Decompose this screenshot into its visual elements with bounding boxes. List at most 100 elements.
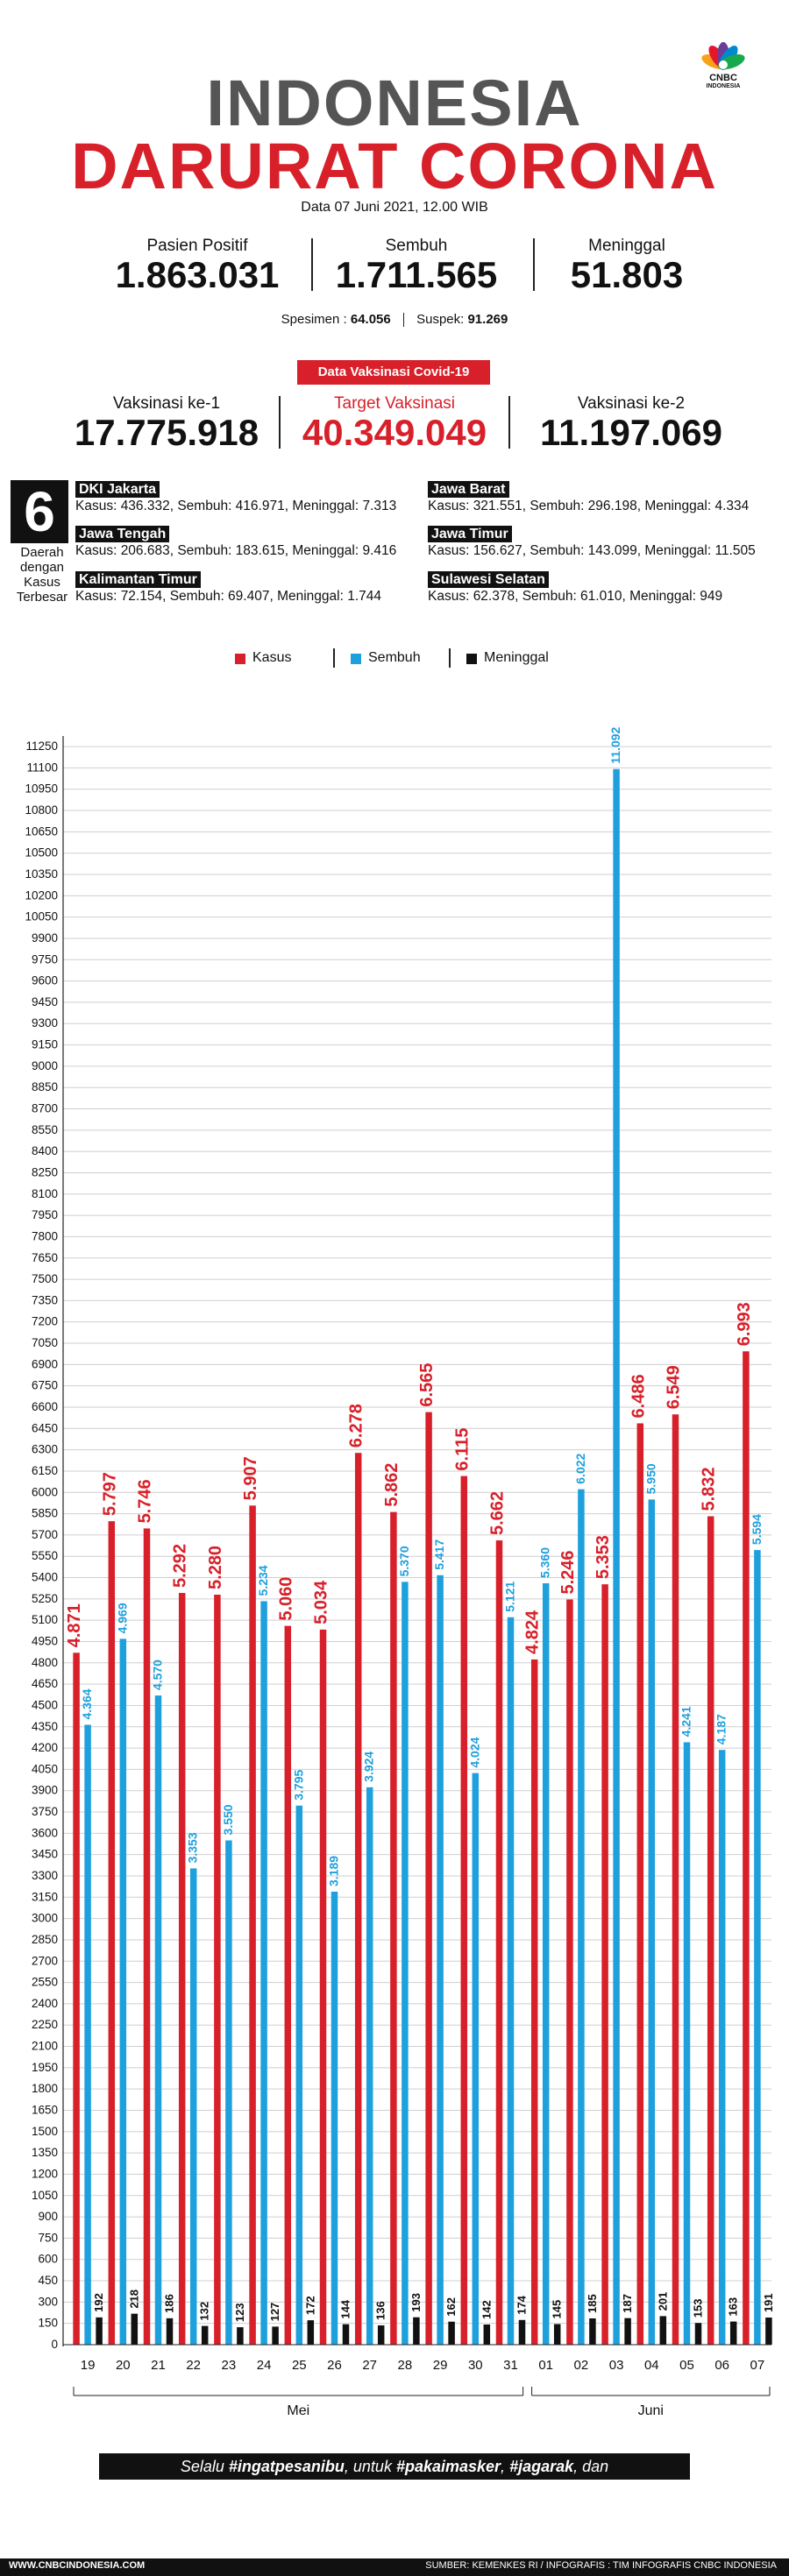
data-label-meninggal: 201 <box>656 2292 669 2311</box>
y-tick-label: 3000 <box>32 1912 58 1925</box>
region-name: DKI Jakarta <box>75 481 160 498</box>
legend-label-meninggal: Meninggal <box>484 650 549 665</box>
bar-meninggal <box>131 2313 139 2345</box>
data-label-kasus: 5.662 <box>488 1491 508 1535</box>
legend-swatch-sembuh <box>351 654 361 664</box>
slogan-text: , <box>501 2458 510 2475</box>
x-tick-label: 24 <box>257 2358 272 2373</box>
bar-kasus <box>460 1476 468 2345</box>
bar-kasus <box>743 1351 750 2345</box>
y-tick-label: 2400 <box>32 1997 58 2010</box>
data-label-sembuh: 4.570 <box>151 1660 165 1690</box>
legend-label-sembuh: Sembuh <box>368 650 421 665</box>
data-label-sembuh: 5.370 <box>397 1546 411 1576</box>
bar-meninggal <box>765 2318 772 2345</box>
legend-divider <box>449 648 451 668</box>
data-label-kasus: 5.746 <box>136 1479 155 1523</box>
bar-kasus <box>354 1453 362 2345</box>
y-tick-label: 7650 <box>32 1251 58 1264</box>
y-tick-label: 450 <box>38 2274 58 2287</box>
data-label-kasus: 5.797 <box>100 1472 119 1516</box>
data-label-sembuh: 5.594 <box>750 1514 764 1545</box>
y-tick-label: 0 <box>51 2338 58 2351</box>
region-name: Kalimantan Timur <box>75 571 201 588</box>
footer-website: WWW.CNBCINDONESIA.COM <box>9 2560 146 2571</box>
y-tick-label: 300 <box>38 2295 58 2308</box>
y-tick-label: 8700 <box>32 1102 58 1115</box>
y-tick-label: 4800 <box>32 1656 58 1669</box>
specimen-suspect-line: Spesimen : 64.056 Suspek: 91.269 <box>0 312 789 328</box>
data-label-meninggal: 144 <box>339 2299 352 2318</box>
y-tick-label: 3750 <box>32 1805 58 1818</box>
y-tick-label: 2850 <box>32 1933 58 1946</box>
y-tick-label: 4200 <box>32 1741 58 1754</box>
y-tick-label: 9900 <box>32 931 58 945</box>
y-tick-label: 6600 <box>32 1400 58 1413</box>
bar-meninggal <box>272 2326 279 2345</box>
y-tick-label: 7800 <box>32 1229 58 1242</box>
bar-meninggal <box>483 2324 491 2345</box>
y-tick-label: 3450 <box>32 1848 58 1861</box>
y-tick-label: 8850 <box>32 1080 58 1093</box>
x-tick-label: 28 <box>398 2358 413 2373</box>
slogan-hashtag: #ingatpesanibu <box>228 2458 345 2475</box>
title-line-1: INDONESIA <box>206 67 583 139</box>
y-tick-label: 3300 <box>32 1869 58 1882</box>
x-tick-label: 05 <box>679 2358 694 2373</box>
vaccination-first-label: Vaksinasi ke-1 <box>112 394 221 413</box>
bar-kasus <box>530 1659 538 2345</box>
x-tick-label: 25 <box>292 2358 307 2373</box>
y-tick-label: 10350 <box>25 867 58 881</box>
x-tick-label: 03 <box>609 2358 624 2373</box>
data-label-meninggal: 187 <box>621 2294 634 2313</box>
bar-sembuh <box>648 1499 656 2345</box>
bar-kasus <box>495 1540 503 2345</box>
footer-source: SUMBER: KEMENKES RI / INFOGRAFIS : TIM I… <box>425 2560 777 2571</box>
x-tick-label: 23 <box>222 2358 237 2373</box>
data-label-kasus: 5.060 <box>276 1577 295 1621</box>
region-stats: Kasus: 321.551, Sembuh: 296.198, Meningg… <box>428 499 750 513</box>
y-tick-label: 750 <box>38 2231 58 2244</box>
data-label-meninggal: 145 <box>551 2300 564 2319</box>
y-tick-label: 1800 <box>32 2082 58 2095</box>
bar-sembuh <box>119 1638 127 2345</box>
data-label-meninggal: 174 <box>515 2295 529 2314</box>
region-item: Jawa Timur Kasus: 156.627, Sembuh: 143.0… <box>428 526 756 560</box>
y-tick-label: 4350 <box>32 1720 58 1733</box>
bar-meninggal <box>166 2318 174 2345</box>
data-label-sembuh: 5.234 <box>256 1565 270 1596</box>
data-label-meninggal: 123 <box>233 2303 246 2322</box>
y-tick-label: 9000 <box>32 1059 58 1072</box>
data-label-meninggal: 142 <box>480 2300 493 2319</box>
x-tick-label: 07 <box>750 2358 765 2373</box>
data-label-kasus: 5.862 <box>382 1463 402 1507</box>
y-tick-label: 10050 <box>25 910 58 924</box>
x-tick-label: 19 <box>81 2358 96 2373</box>
y-tick-label: 4500 <box>32 1698 58 1711</box>
data-label-sembuh: 4.187 <box>714 1714 729 1744</box>
x-tick-label: 20 <box>116 2358 131 2373</box>
y-tick-label: 3600 <box>32 1826 58 1839</box>
bar-meninggal <box>342 2324 350 2345</box>
y-tick-label: 9750 <box>32 952 58 966</box>
legend-swatch-meninggal <box>466 654 477 664</box>
bar-meninggal <box>307 2320 315 2345</box>
bar-sembuh <box>542 1583 550 2345</box>
data-label-kasus: 6.278 <box>347 1404 366 1447</box>
y-tick-label: 9600 <box>32 974 58 987</box>
bar-sembuh <box>683 1742 691 2345</box>
y-tick-label: 9450 <box>32 995 58 1008</box>
region-item: Jawa Barat Kasus: 321.551, Sembuh: 296.1… <box>428 481 749 515</box>
region-stats: Kasus: 206.683, Sembuh: 183.615, Meningg… <box>75 543 397 558</box>
region-item: Sulawesi Selatan Kasus: 62.378, Sembuh: … <box>428 571 722 605</box>
data-label-kasus: 6.993 <box>735 1302 754 1346</box>
bar-kasus <box>178 1593 186 2345</box>
y-tick-label: 7200 <box>32 1315 58 1328</box>
bar-kasus <box>390 1511 397 2345</box>
daily-cases-bar-chart: 0 150 300 450 600 750 900 1050 1200 1350 1500 1650 1… <box>25 726 774 2418</box>
data-label-sembuh: 3.550 <box>221 1804 235 1835</box>
stat-divider <box>311 238 313 291</box>
data-label-meninggal: 162 <box>444 2297 458 2317</box>
bar-meninggal <box>201 2325 209 2345</box>
legend-divider <box>333 648 335 668</box>
